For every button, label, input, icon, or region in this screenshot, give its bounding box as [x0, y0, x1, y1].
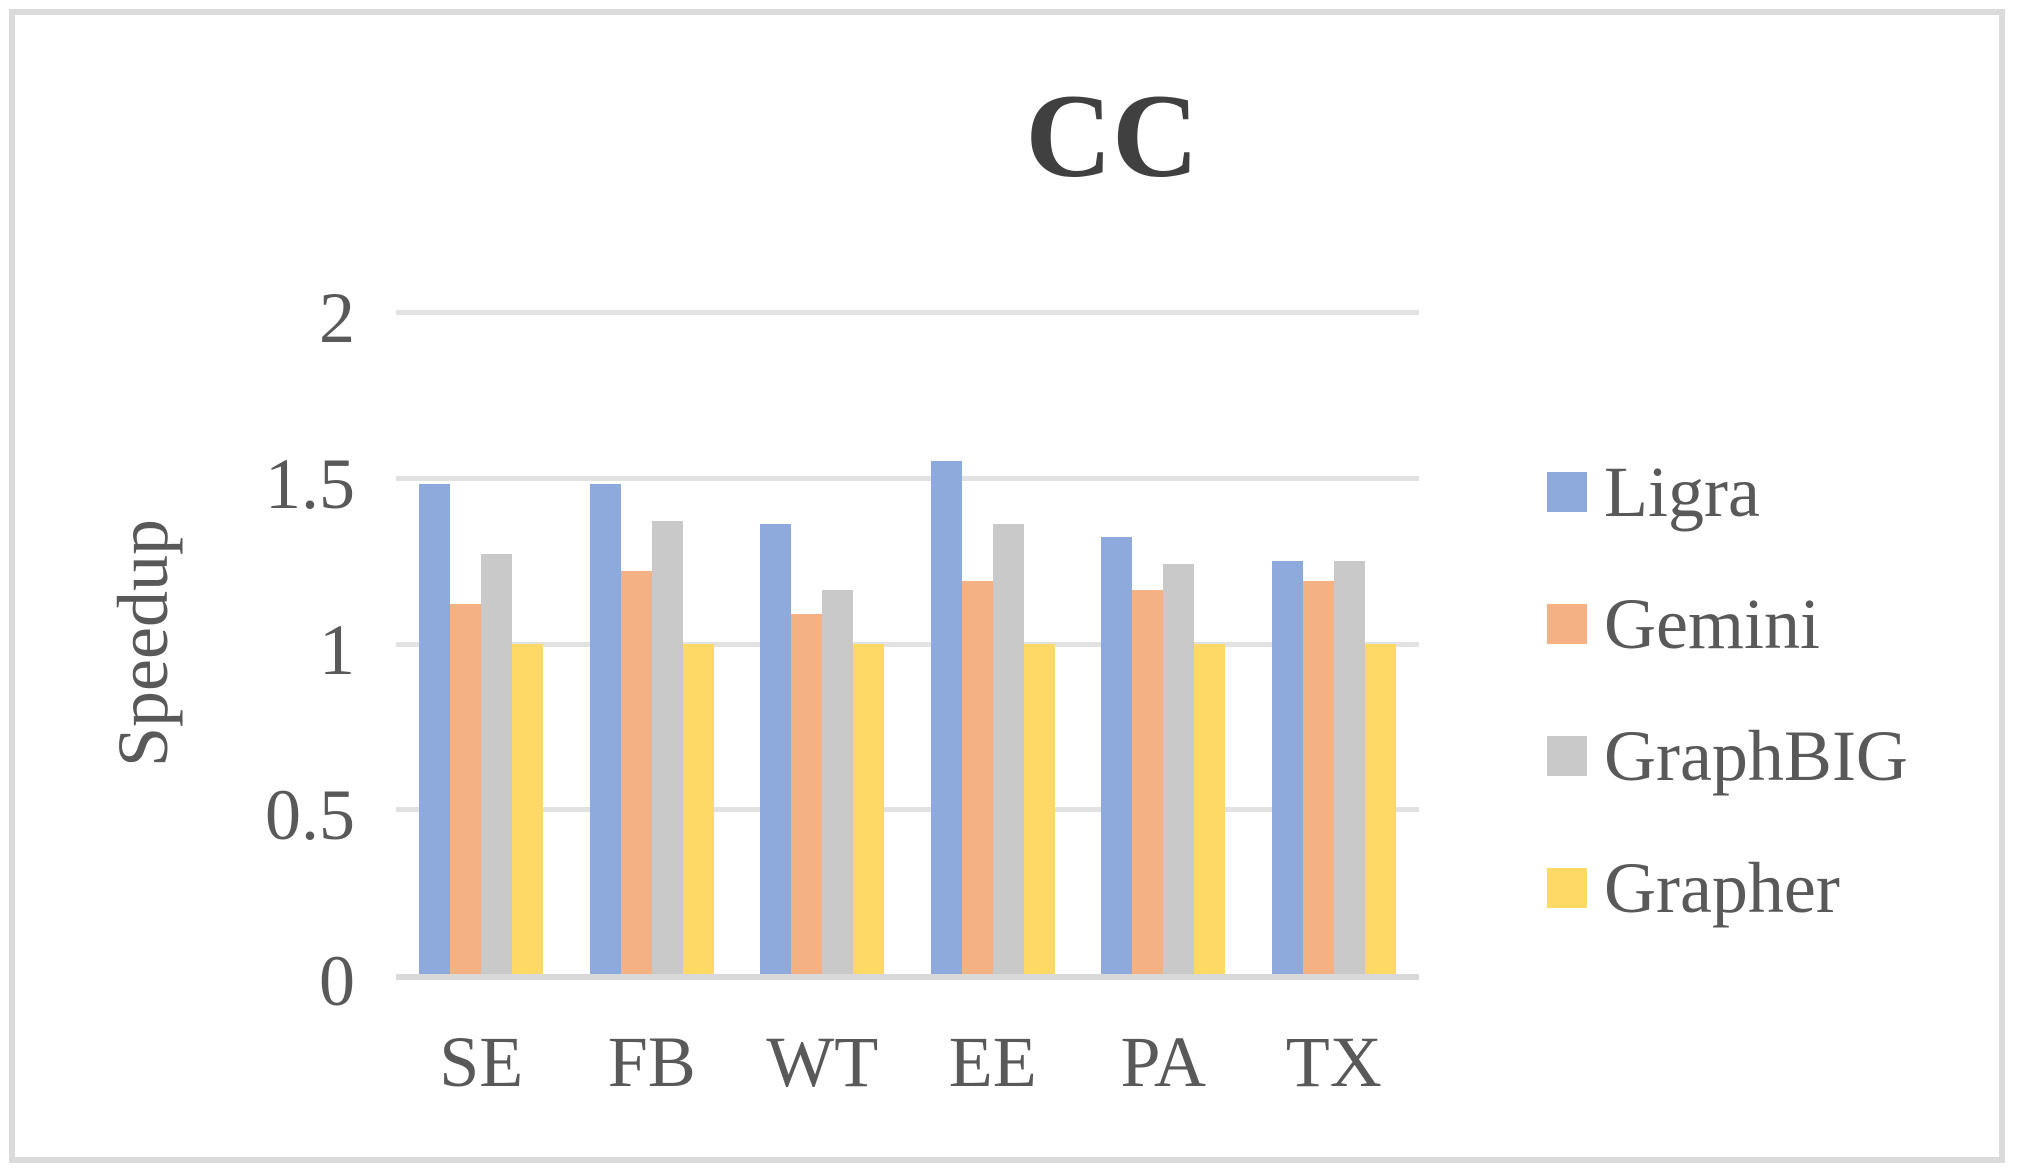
x-category-label-ee: EE [948, 1022, 1037, 1102]
x-category-label-wt: WT [766, 1022, 879, 1102]
legend-label-ligra: Ligra [1604, 452, 1760, 532]
gridline-y-2 [396, 310, 1419, 315]
bar-gemini-ee [961, 580, 993, 975]
legend-swatch-ligra [1547, 472, 1587, 512]
legend-item-ligra: Ligra [1547, 456, 1760, 528]
y-tick-label-2: 2 [319, 278, 355, 358]
legend-item-gemini: Gemini [1547, 588, 1820, 660]
plot-area [396, 310, 1419, 975]
bar-graphbig-ee [992, 524, 1024, 975]
bar-ligra-ee [930, 461, 962, 975]
y-tick-label-0-5: 0.5 [265, 775, 355, 856]
legend-swatch-gemini [1547, 604, 1587, 644]
x-category-label-se: SE [439, 1022, 524, 1102]
y-axis-title: Speedup [103, 519, 183, 767]
bar-grapher-pa [1194, 643, 1225, 975]
x-axis-line [396, 974, 1419, 980]
bar-ligra-wt [760, 524, 791, 975]
legend-label-gemini: Gemini [1604, 584, 1820, 664]
bar-graphbig-fb [651, 520, 683, 975]
legend-item-graphbig: GraphBIG [1547, 720, 1908, 792]
legend-label-grapher: Grapher [1604, 848, 1840, 928]
legend-label-graphbig: GraphBIG [1604, 716, 1908, 796]
legend-item-grapher: Grapher [1547, 852, 1840, 924]
y-tick-label-1-5: 1.5 [265, 443, 355, 524]
bar-grapher-ee [1023, 643, 1055, 975]
gridline-y-1 [396, 641, 1419, 647]
chart-title: CC [1025, 69, 1199, 202]
bar-gemini-fb [620, 570, 652, 975]
bar-grapher-fb [682, 643, 714, 975]
x-category-label-pa: PA [1120, 1022, 1206, 1102]
x-category-label-tx: TX [1285, 1022, 1382, 1102]
bar-gemini-wt [791, 613, 822, 975]
bar-ligra-pa [1101, 537, 1132, 975]
bar-graphbig-tx [1333, 560, 1365, 975]
legend-swatch-grapher [1547, 868, 1587, 908]
bar-gemini-tx [1302, 580, 1334, 975]
bar-graphbig-pa [1163, 563, 1194, 975]
bar-grapher-se [512, 643, 543, 975]
bar-graphbig-wt [822, 590, 853, 975]
bar-grapher-wt [853, 643, 884, 975]
bar-ligra-se [419, 484, 450, 975]
bar-gemini-pa [1132, 590, 1163, 975]
x-category-label-fb: FB [607, 1022, 696, 1102]
bar-graphbig-se [481, 554, 512, 975]
bar-ligra-fb [589, 484, 621, 975]
y-tick-label-1: 1 [319, 609, 355, 690]
bar-ligra-tx [1271, 560, 1303, 975]
gridline-y-1.5 [396, 475, 1419, 481]
bar-gemini-se [450, 603, 481, 975]
legend-swatch-graphbig [1547, 736, 1587, 776]
bar-grapher-tx [1364, 643, 1396, 975]
gridline-y-0.5 [396, 807, 1419, 813]
y-tick-label-0: 0 [319, 941, 355, 1021]
